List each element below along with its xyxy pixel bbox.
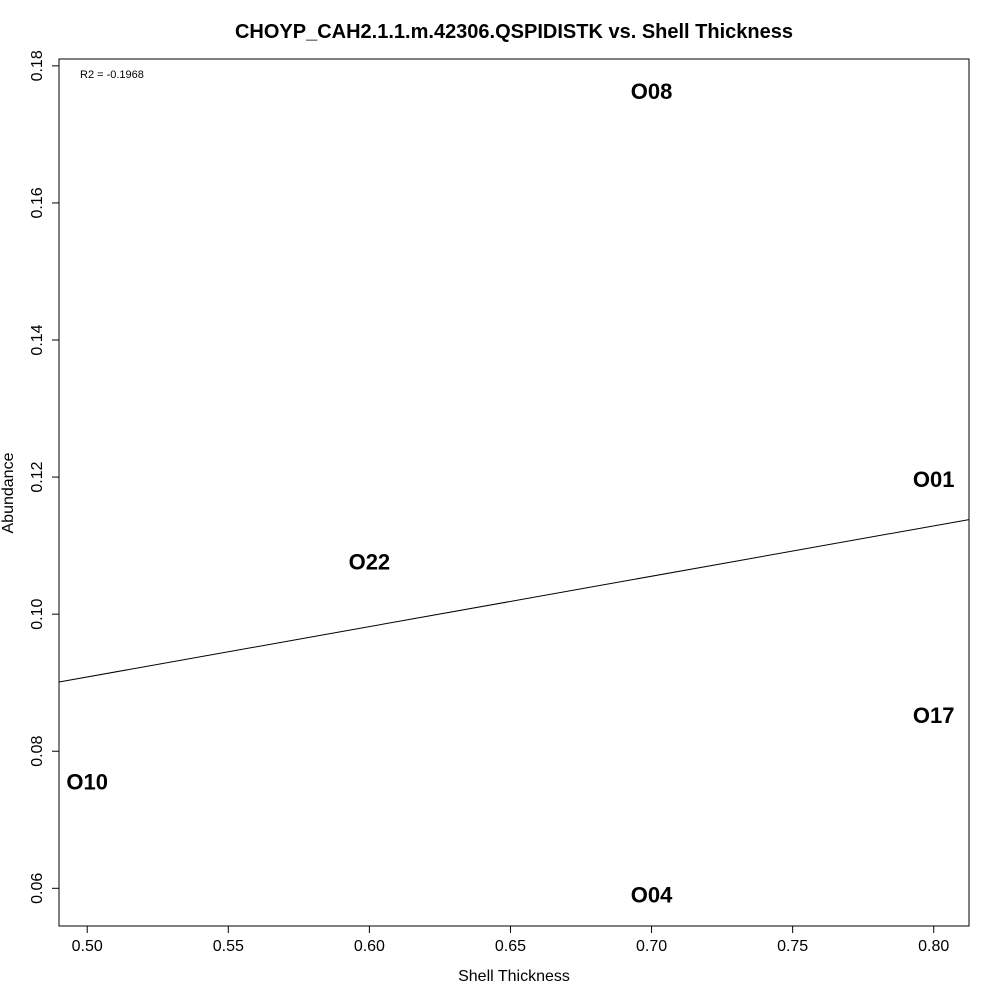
y-tick-label: 0.06 xyxy=(29,873,46,904)
point-label-o17: O17 xyxy=(913,703,955,728)
y-tick-label: 0.14 xyxy=(29,324,46,355)
y-tick-label: 0.18 xyxy=(29,50,46,81)
x-tick-label: 0.60 xyxy=(354,938,385,955)
x-axis-label: Shell Thickness xyxy=(458,968,570,985)
y-axis-label: Abundance xyxy=(0,452,17,533)
point-label-o22: O22 xyxy=(349,549,391,574)
y-axis: 0.06 0.08 0.10 0.12 0.14 0.16 0.18 xyxy=(29,50,60,904)
x-axis: 0.50 0.55 0.60 0.65 0.70 0.75 0.80 xyxy=(72,925,949,955)
x-tick-label: 0.75 xyxy=(777,938,808,955)
point-label-o01: O01 xyxy=(913,467,955,492)
point-label-o08: O08 xyxy=(631,79,673,104)
regression-line-group xyxy=(58,519,970,683)
y-tick-label: 0.10 xyxy=(29,598,46,629)
data-points: O08 O01 O22 O17 O10 O04 xyxy=(66,79,954,907)
x-tick-label: 0.50 xyxy=(72,938,103,955)
x-tick-label: 0.70 xyxy=(636,938,667,955)
y-tick-label: 0.12 xyxy=(29,461,46,492)
regression-line xyxy=(58,519,970,683)
y-tick-label: 0.08 xyxy=(29,736,46,767)
plot-frame xyxy=(58,58,970,927)
r2-annotation: R2 = -0.1968 xyxy=(80,69,144,81)
point-label-o04: O04 xyxy=(631,882,673,907)
point-label-o10: O10 xyxy=(66,769,108,794)
x-tick-label: 0.55 xyxy=(213,938,244,955)
x-tick-label: 0.80 xyxy=(918,938,949,955)
chart-title: CHOYP_CAH2.1.1.m.42306.QSPIDISTK vs. She… xyxy=(235,21,793,43)
x-tick-label: 0.65 xyxy=(495,938,526,955)
y-tick-label: 0.16 xyxy=(29,187,46,218)
